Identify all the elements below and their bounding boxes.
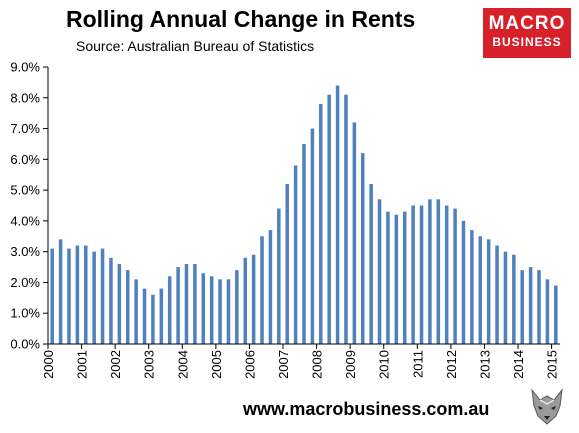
bar: [428, 199, 432, 344]
bar: [260, 236, 264, 344]
bar: [218, 279, 222, 344]
bar: [201, 273, 206, 344]
bar: [453, 208, 457, 344]
y-tick-label: 7.0%: [10, 121, 40, 136]
x-tick-label: 2001: [75, 350, 90, 379]
bar: [235, 270, 239, 344]
y-tick-label: 8.0%: [10, 90, 40, 105]
x-tick-label: 2007: [276, 350, 291, 379]
bar: [436, 199, 441, 344]
bar: [277, 208, 281, 344]
bar: [528, 267, 533, 344]
bar: [176, 267, 180, 344]
bar: [209, 276, 214, 344]
x-tick-label: 2012: [444, 350, 459, 379]
bar: [486, 239, 491, 344]
bar: [377, 199, 382, 344]
bar: [268, 230, 273, 344]
x-tick-label: 2013: [477, 350, 492, 379]
x-tick-label: 2004: [175, 350, 190, 379]
x-tick-label: 2005: [209, 350, 224, 379]
y-tick-label: 2.0%: [10, 275, 40, 290]
bar: [193, 263, 197, 344]
x-tick-label: 2006: [242, 350, 257, 379]
bar: [109, 257, 113, 344]
bar: [386, 211, 390, 344]
x-tick-label: 2011: [410, 350, 425, 378]
bar: [167, 276, 172, 344]
x-tick-label: 2014: [511, 350, 526, 379]
bar: [151, 294, 155, 344]
bar: [512, 254, 516, 344]
bar: [335, 85, 340, 344]
bar: [125, 270, 130, 344]
bar: [478, 236, 483, 344]
y-tick-label: 5.0%: [10, 183, 40, 198]
chart-title: Rolling Annual Change in Rents: [66, 6, 416, 32]
bar: [50, 248, 54, 344]
logo-line-2: BUSINESS: [492, 35, 562, 49]
bar: [537, 270, 541, 344]
bar: [419, 205, 424, 344]
bar: [226, 279, 231, 344]
bar: [369, 183, 373, 344]
bar: [545, 279, 550, 344]
x-tick-label: 2015: [545, 350, 560, 379]
bar: [470, 230, 474, 344]
chart-subtitle: Source: Australian Bureau of Statistics: [76, 38, 315, 54]
site-url: www.macrobusiness.com.au: [243, 399, 490, 419]
bar: [402, 211, 407, 344]
bar: [100, 248, 105, 344]
bar: [520, 270, 524, 344]
bar: [243, 257, 248, 344]
y-tick-label: 3.0%: [10, 244, 40, 259]
bar: [411, 205, 415, 344]
bar: [554, 285, 558, 344]
bar: [75, 245, 80, 344]
wolf-head-icon: [526, 386, 568, 428]
bar: [444, 205, 449, 344]
y-tick-label: 1.0%: [10, 306, 40, 321]
bar: [58, 239, 63, 344]
bar: [394, 214, 399, 344]
bar: [67, 248, 71, 344]
bar: [285, 183, 289, 344]
x-tick-label: 2010: [377, 350, 392, 379]
bar: [159, 288, 164, 344]
bar: [117, 263, 122, 344]
bar: [134, 279, 138, 344]
logo-line-1: MACRO: [488, 13, 566, 34]
bar: [302, 143, 306, 344]
bar: [84, 245, 88, 344]
bar: [142, 288, 147, 344]
bar: [495, 245, 499, 344]
y-tick-label: 0.0%: [10, 337, 40, 352]
bar: [461, 220, 466, 344]
brand-logo: MACRO BUSINESS: [483, 8, 571, 58]
bar: [327, 94, 331, 344]
bar: [92, 251, 96, 344]
bar: [184, 263, 189, 344]
x-tick-label: 2003: [142, 350, 157, 379]
x-tick-label: 2009: [343, 350, 358, 379]
bar: [360, 153, 365, 344]
bar: [293, 165, 298, 344]
bar: [251, 254, 256, 344]
y-tick-label: 4.0%: [10, 213, 40, 228]
bar: [319, 103, 323, 344]
y-tick-label: 6.0%: [10, 152, 40, 167]
bar: [352, 122, 357, 345]
x-tick-label: 2008: [310, 350, 325, 379]
x-tick-label: 2000: [41, 350, 56, 379]
bar: [344, 94, 348, 344]
bar: [503, 251, 508, 344]
y-tick-label: 9.0%: [10, 60, 40, 75]
x-tick-label: 2002: [108, 350, 123, 379]
bar: [310, 128, 315, 344]
